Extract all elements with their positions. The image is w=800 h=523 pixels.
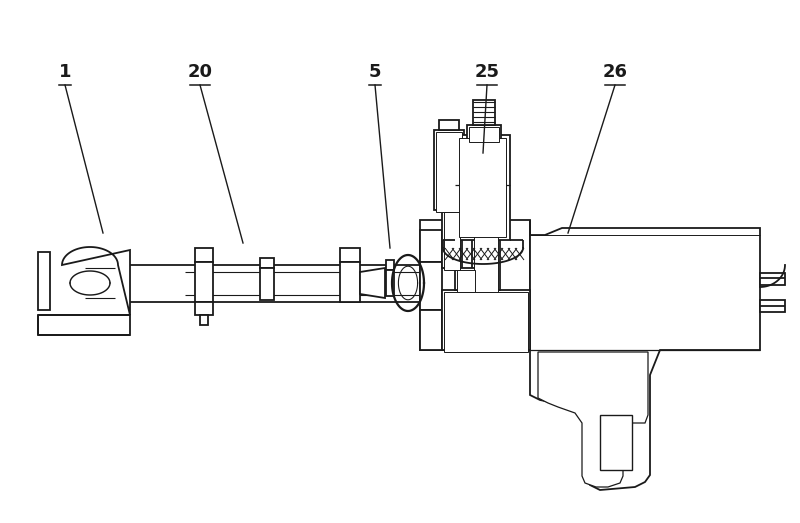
Bar — [457, 270, 475, 292]
Bar — [444, 212, 460, 270]
Bar — [474, 232, 498, 292]
Bar — [386, 270, 394, 296]
Bar — [420, 230, 442, 262]
Bar — [462, 140, 508, 230]
Bar — [386, 260, 394, 270]
Bar — [444, 292, 528, 352]
Bar — [195, 262, 213, 302]
Bar — [340, 248, 360, 262]
Text: 20: 20 — [187, 63, 213, 81]
Bar — [760, 273, 785, 285]
Bar — [200, 315, 208, 325]
Text: 25: 25 — [474, 63, 499, 81]
Bar — [439, 120, 459, 130]
Bar — [459, 138, 506, 237]
Bar — [260, 258, 274, 268]
Polygon shape — [38, 315, 130, 335]
Bar — [472, 230, 500, 290]
Bar — [420, 262, 442, 310]
Polygon shape — [530, 220, 760, 490]
Bar — [473, 100, 495, 125]
Bar — [195, 248, 213, 262]
Bar — [195, 302, 213, 315]
Bar — [442, 290, 530, 350]
Polygon shape — [62, 247, 130, 315]
Bar — [760, 300, 785, 312]
Bar — [469, 127, 499, 142]
Bar — [600, 415, 632, 470]
Text: 26: 26 — [602, 63, 627, 81]
Bar — [455, 268, 477, 290]
Polygon shape — [538, 352, 648, 487]
Bar — [442, 210, 462, 268]
Text: 1: 1 — [58, 63, 71, 81]
Bar — [420, 310, 442, 350]
Text: 5: 5 — [369, 63, 382, 81]
Bar — [38, 252, 50, 310]
Bar — [464, 142, 506, 232]
Bar — [260, 268, 274, 300]
Bar — [436, 132, 462, 212]
Bar — [434, 130, 464, 210]
Polygon shape — [360, 268, 385, 298]
Bar — [420, 220, 530, 350]
Bar — [455, 135, 510, 240]
Bar — [340, 262, 360, 302]
Bar — [467, 125, 501, 140]
